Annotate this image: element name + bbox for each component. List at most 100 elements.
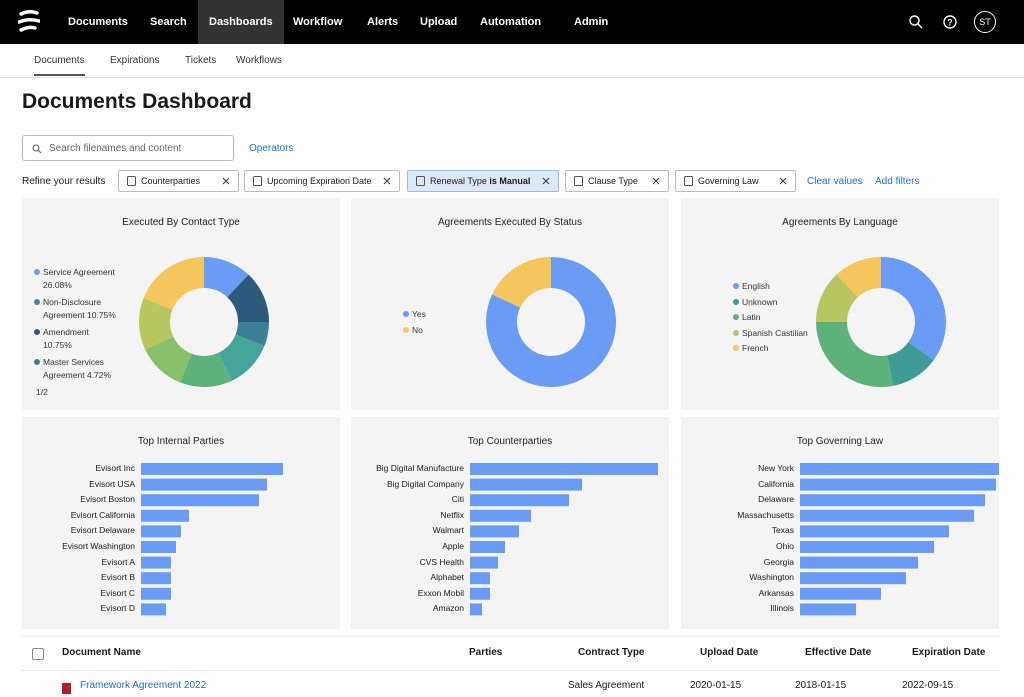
tab[interactable]: Expirations	[110, 55, 160, 66]
legend-swatch	[403, 311, 409, 317]
table-cell[interactable]: Framework Agreement 2022	[80, 680, 207, 691]
bar	[470, 603, 482, 616]
svg-text:?: ?	[947, 18, 953, 28]
nav-item[interactable]: Search	[150, 16, 187, 28]
donut-segment	[836, 257, 881, 298]
filter-chip[interactable]: Renewal Type is Manual	[407, 170, 559, 192]
legend-value: 10.75%	[43, 340, 72, 350]
chip-text: Clause Type	[588, 176, 638, 186]
legend-name: Spanish Castilian	[742, 327, 808, 338]
chart-title: Top Counterparties	[467, 436, 553, 447]
select-all-checkbox[interactable]	[32, 648, 44, 660]
bar	[141, 556, 171, 569]
column-header[interactable]: Contract Type	[578, 647, 645, 658]
donut-segment	[227, 274, 269, 322]
nav-item[interactable]: Documents	[68, 16, 128, 28]
bar-label: Evisort Washington	[62, 541, 135, 551]
legend: Service Agreement 26.08% Non-Disclosure A…	[34, 266, 120, 399]
tab[interactable]: Documents	[34, 55, 85, 76]
filter-chip[interactable]: Governing Law	[675, 170, 796, 192]
chip-remove[interactable]	[383, 177, 391, 185]
legend-value: 26.08%	[43, 280, 72, 290]
donut-segment	[143, 257, 204, 310]
avatar[interactable]: ST	[974, 11, 996, 33]
nav-item[interactable]: Workflow	[293, 16, 343, 28]
clear-values[interactable]: Clear values	[807, 176, 863, 187]
legend-swatch	[34, 269, 40, 275]
legend-name: English	[742, 281, 770, 291]
legend-pager[interactable]: 1/2	[36, 387, 48, 397]
legend-value: 10.75%	[86, 310, 116, 320]
bar-label: Big Digital Manufacture	[376, 463, 464, 473]
pdf-icon	[62, 683, 71, 694]
chart-title: Agreements By Language	[782, 217, 898, 228]
legend-name: No	[412, 324, 423, 335]
donut-segment	[887, 341, 934, 386]
operators-link[interactable]: Operators	[249, 143, 294, 154]
x-shape	[779, 177, 787, 185]
donut-segment	[139, 298, 174, 350]
legend-name: Yes	[412, 309, 426, 319]
bar-label: Texas	[771, 525, 794, 536]
bar	[141, 494, 259, 507]
tab[interactable]: Tickets	[185, 55, 217, 66]
column-header[interactable]: Document Name	[62, 647, 141, 658]
bar-label: Netflix	[440, 509, 464, 520]
bar	[800, 494, 985, 507]
logo[interactable]	[18, 10, 40, 34]
nav-item[interactable]: Upload	[420, 16, 458, 28]
chart-panel: Executed By Contact Type Service Agreemen…	[22, 198, 340, 410]
bar	[800, 478, 996, 491]
chip-remove[interactable]	[779, 177, 787, 185]
search-icon[interactable]	[908, 14, 924, 30]
chip-text: Governing Law	[698, 176, 759, 186]
bar-label: Evisort California	[70, 509, 135, 520]
nav-item[interactable]: Admin	[574, 16, 609, 28]
chart	[141, 463, 283, 616]
legend-item: No	[403, 324, 483, 337]
nav-item[interactable]: Dashboards	[198, 0, 284, 44]
bar	[470, 463, 658, 475]
bar	[141, 541, 176, 553]
donut-segment	[218, 334, 265, 381]
x-shape	[542, 177, 550, 185]
bar	[470, 525, 519, 538]
legend-item: French	[733, 342, 813, 355]
column-header[interactable]: Expiration Date	[912, 647, 986, 658]
chart-title: Top Governing Law	[796, 436, 884, 447]
nav-item[interactable]: Alerts	[367, 16, 399, 28]
chip-icon	[574, 176, 583, 186]
bar	[800, 556, 918, 569]
filter-chip[interactable]: Clause Type	[565, 170, 669, 192]
add-filters[interactable]: Add filters	[875, 176, 920, 187]
filter-chip[interactable]: Upcoming Expiration Date	[244, 170, 400, 192]
legend-swatch	[733, 345, 739, 351]
table-cell: Sales Agreement	[568, 680, 645, 691]
column-header[interactable]: Parties	[469, 647, 503, 658]
column-header[interactable]: Upload Date	[700, 647, 759, 658]
chip-remove[interactable]	[542, 177, 550, 185]
legend-swatch	[34, 299, 40, 305]
column-header[interactable]: Effective Date	[805, 647, 872, 658]
bar	[470, 572, 490, 585]
chip-remove[interactable]	[222, 177, 230, 185]
bar-label: Evisort Boston	[80, 494, 135, 505]
chip-text: Upcoming Expiration Date	[267, 176, 372, 186]
chip-text: Renewal Type	[430, 176, 487, 186]
search-box[interactable]: Search filenames and content	[22, 135, 234, 161]
help-icon[interactable]: ?	[942, 14, 958, 30]
x-shape	[652, 177, 660, 185]
legend-item: Service Agreement 26.08%	[34, 266, 120, 292]
x-shape	[383, 177, 391, 185]
chip-remove[interactable]	[652, 177, 660, 185]
bar-label: Big Digital Company	[386, 478, 464, 489]
bar	[141, 572, 171, 585]
nav-item[interactable]: Automation	[480, 16, 542, 28]
legend: English Unknown Latin Spanish Castilian Fren…	[733, 280, 813, 358]
bar	[470, 556, 498, 569]
tab[interactable]: Workflows	[236, 55, 282, 66]
chart-panel: Agreements By Language English Unknown Lati…	[681, 198, 999, 410]
filter-chip[interactable]: Counterparties	[118, 170, 239, 192]
chart-panel: Top Governing Law New York California Delaw…	[681, 417, 999, 629]
